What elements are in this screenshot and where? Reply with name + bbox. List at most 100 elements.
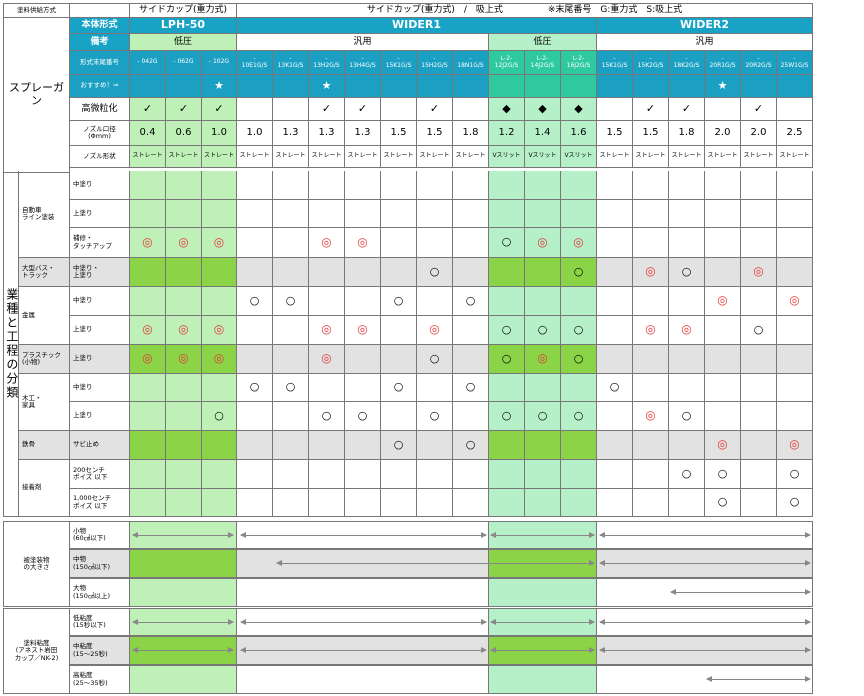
circle-icon: ○	[357, 408, 368, 422]
grid-7-3: ○	[237, 374, 273, 402]
size-label: 被塗装物 の大きさ	[3, 521, 70, 607]
double-circle-icon: ◎	[645, 408, 656, 423]
nozzle-10: 1.2	[489, 121, 525, 146]
circle-icon: ○	[681, 408, 692, 422]
circle-icon: ○	[717, 466, 728, 480]
grid-6-15	[669, 345, 705, 374]
grid-4-0	[130, 287, 166, 316]
double-circle-icon: ◎	[789, 437, 800, 452]
grid-3-6	[345, 258, 381, 287]
model-7: -15K1G/S	[381, 51, 417, 75]
fine-label: 高微粒化	[70, 98, 130, 121]
grid-4-7: ○	[381, 287, 417, 316]
double-circle-icon: ◎	[321, 234, 332, 249]
model-9: -18N1G/S	[453, 51, 489, 75]
grid-1-5	[309, 200, 345, 228]
supply-lph: サイドカップ(重力式)	[130, 3, 237, 18]
arrow-size-small-w1a	[240, 532, 487, 538]
recommend-label: おすすめ！⇒	[70, 75, 130, 98]
double-circle-icon: ◎	[178, 351, 189, 366]
check-icon: ✓	[178, 101, 189, 115]
grid-9-13	[597, 431, 633, 460]
circle-icon: ○	[501, 235, 512, 249]
shape-17: ストレート	[741, 146, 777, 168]
industry-label-text: 業種と工程の分類	[4, 287, 19, 400]
grid-0-17	[741, 171, 777, 200]
grid-7-1	[166, 374, 202, 402]
grid-5-13	[597, 316, 633, 345]
grid-4-1	[166, 287, 202, 316]
nozzle-3: 1.0	[237, 121, 273, 146]
grid-4-8	[417, 287, 453, 316]
double-circle-icon: ◎	[357, 322, 368, 337]
double-circle-icon: ◎	[178, 234, 189, 249]
shape-label: ノズル形状	[70, 146, 130, 168]
nozzle-6: 1.3	[345, 121, 381, 146]
grid-4-2	[202, 287, 237, 316]
check-icon: ✓	[645, 101, 656, 115]
grid-5-3	[237, 316, 273, 345]
grid-10-17	[741, 460, 777, 489]
fine-14: ✓	[633, 98, 669, 121]
grid-11-6	[345, 489, 381, 517]
circle-icon: ○	[429, 351, 440, 365]
fine-7	[381, 98, 417, 121]
shape-1: ストレート	[166, 146, 202, 168]
recommend-5: ★	[309, 75, 345, 98]
shape-11: Vスリット	[525, 146, 561, 168]
recommend-7	[381, 75, 417, 98]
grid-1-14	[633, 200, 669, 228]
arrow-visc-low-w1a	[240, 619, 487, 625]
grid-8-12: ○	[561, 402, 597, 431]
model-12: L-2- 16J2G/S	[561, 51, 597, 75]
grid-9-18: ◎	[777, 431, 813, 460]
grid-9-4	[273, 431, 309, 460]
sprayer-label: スプレーガン	[3, 18, 70, 173]
grid-9-7: ○	[381, 431, 417, 460]
grid-4-9: ○	[453, 287, 489, 316]
grid-3-14: ◎	[633, 258, 669, 287]
fine-4	[273, 98, 309, 121]
size-row-0: 小物 (60㎠以下)	[70, 521, 130, 549]
recommend-0	[130, 75, 166, 98]
grid-3-15: ○	[669, 258, 705, 287]
double-circle-icon: ◎	[537, 351, 548, 366]
shape-14: ストレート	[633, 146, 669, 168]
grid-6-7	[381, 345, 417, 374]
grid-4-14	[633, 287, 669, 316]
grid-10-9	[453, 460, 489, 489]
group-steel: 鉄骨	[19, 431, 70, 460]
grid-1-13	[597, 200, 633, 228]
remarks-label: 備考	[70, 34, 130, 51]
fine-1: ✓	[166, 98, 202, 121]
size-lph-1	[130, 549, 237, 578]
size-w1a-0	[237, 521, 489, 549]
process-9: サビ止め	[70, 431, 130, 460]
nozzle-15: 1.8	[669, 121, 705, 146]
circle-icon: ○	[537, 408, 548, 422]
diamond-icon: ◆	[574, 101, 583, 115]
circle-icon: ○	[285, 293, 296, 307]
model-14: -15K2G/S	[633, 51, 669, 75]
grid-11-15	[669, 489, 705, 517]
main-form-label: 本体形式	[70, 18, 130, 34]
grid-7-18	[777, 374, 813, 402]
form-wider1: WIDER1	[237, 18, 597, 34]
grid-8-18	[777, 402, 813, 431]
grid-11-5	[309, 489, 345, 517]
model-18: -25W1G/S	[777, 51, 813, 75]
arrow-size-large-w2	[670, 589, 811, 595]
grid-8-17	[741, 402, 777, 431]
star-icon: ★	[321, 78, 332, 92]
grid-8-15: ○	[669, 402, 705, 431]
fine-6: ✓	[345, 98, 381, 121]
circle-icon: ○	[681, 466, 692, 480]
grid-8-3	[237, 402, 273, 431]
shape-5: ストレート	[309, 146, 345, 168]
grid-2-18	[777, 228, 813, 258]
grid-9-15	[669, 431, 705, 460]
grid-8-11: ○	[525, 402, 561, 431]
grid-11-4	[273, 489, 309, 517]
grid-6-18	[777, 345, 813, 374]
grid-9-11	[525, 431, 561, 460]
